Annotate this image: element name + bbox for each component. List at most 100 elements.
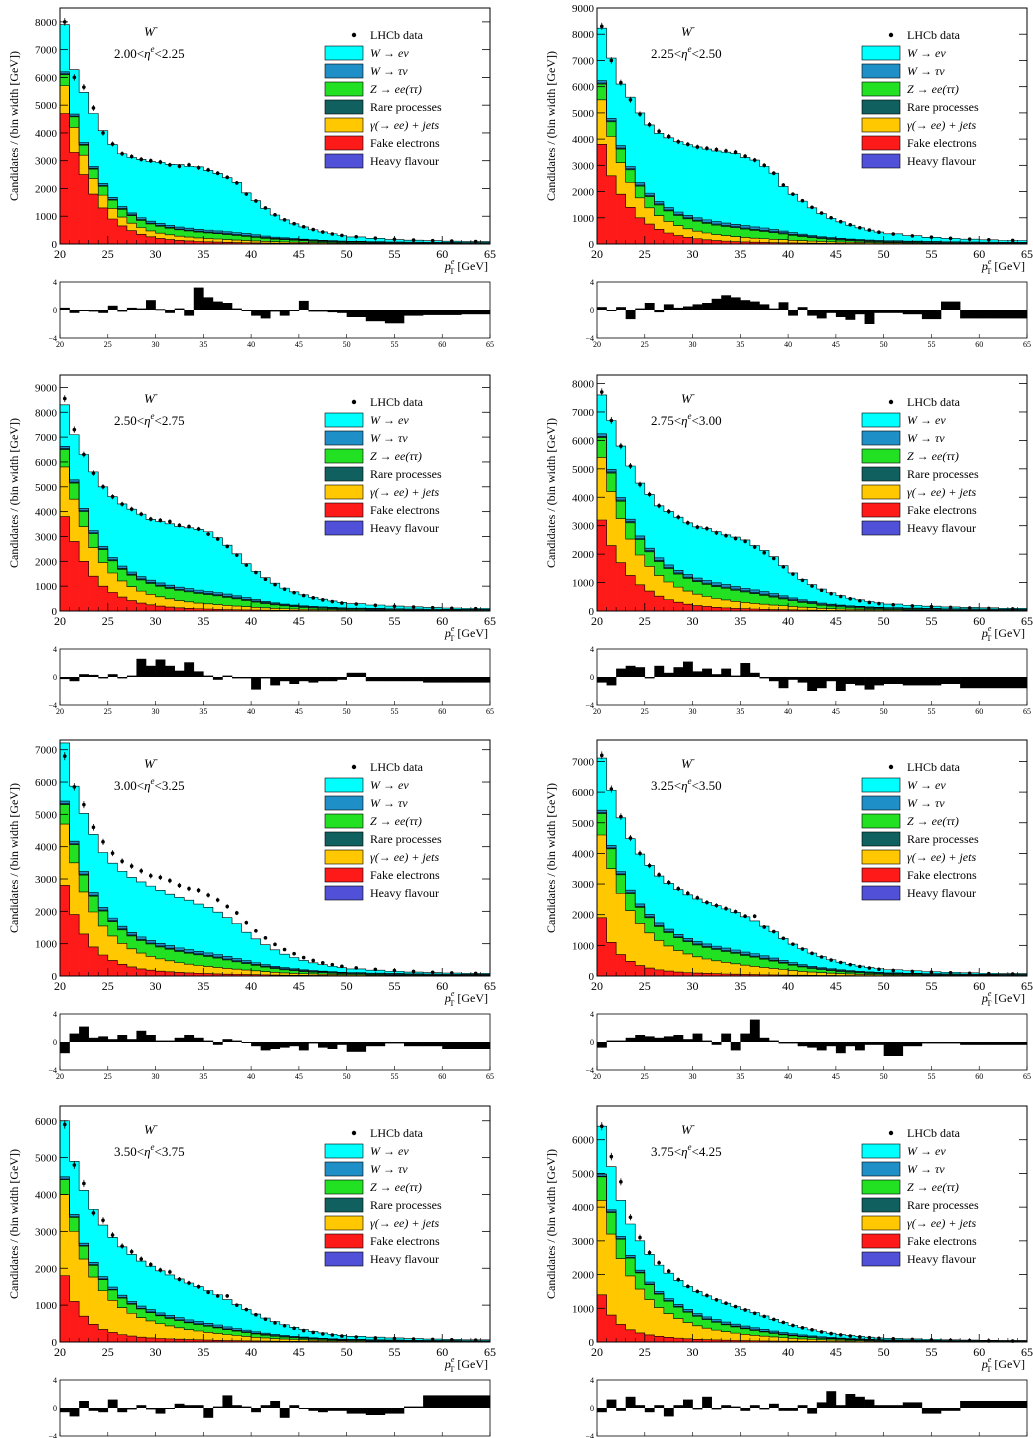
bar-fake (184, 240, 195, 244)
bar-gamma (88, 1277, 99, 1342)
bar-wenu (788, 194, 798, 244)
ratio-x-tick-label: 20 (56, 707, 64, 716)
bar-wenu (318, 964, 328, 976)
bar-gamma (232, 606, 242, 611)
ratio-bar (88, 1037, 99, 1042)
bar-fake (740, 608, 751, 611)
data-point (638, 112, 642, 116)
ratio-x-tick-label: 20 (56, 340, 64, 349)
bar-fake (711, 607, 722, 611)
ratio-bar (883, 1042, 904, 1056)
bar-wenu (279, 588, 290, 611)
legend-swatch (324, 1143, 364, 1159)
ratio-bar (241, 1406, 252, 1408)
data-point (781, 1320, 786, 1325)
bar-zee (241, 600, 252, 611)
bar-fake (88, 1324, 99, 1342)
bar-wenu (279, 954, 290, 976)
y-tick-label: 2000 (35, 183, 58, 195)
outline-gamma (597, 834, 1027, 977)
bar-gamma (193, 1331, 204, 1342)
data-point (877, 601, 881, 606)
x-tick-label: 35 (197, 614, 209, 628)
bar-fake (597, 1294, 607, 1342)
x-tick-label: 25 (639, 247, 651, 261)
ratio-bar (902, 1402, 923, 1408)
data-point (340, 1334, 344, 1338)
legend-entry-fake: Fake electrons (861, 502, 977, 518)
ratio-tick-label: 4 (590, 1010, 594, 1019)
x-tick-label: 30 (687, 979, 699, 993)
bar-wenu (107, 144, 118, 244)
legend-entry-fake: Fake electrons (324, 867, 440, 883)
legend-entry-data: LHCb data (888, 395, 961, 409)
legend-entry-rare: Rare processes (861, 99, 979, 115)
data-point (158, 160, 163, 164)
ratio-x-tick-label: 50 (880, 340, 888, 349)
outline-wtaunu (60, 800, 490, 975)
data-point (819, 211, 824, 215)
bar-wenu (337, 1335, 347, 1342)
bar-fake (88, 194, 99, 244)
bar-wenu (232, 182, 242, 244)
ratio-bar (212, 301, 223, 310)
bar-gamma (193, 965, 204, 976)
ratio-bar (921, 310, 942, 320)
bar-wenu (807, 207, 818, 244)
ratio-bar (711, 1042, 722, 1045)
y-axis-label: Candidates / (bin width [GeV]) (7, 1149, 21, 1299)
bar-wenu (298, 594, 309, 611)
legend-entry-hf: Heavy flavour (324, 1251, 439, 1267)
ratio-bar (807, 310, 818, 316)
data-point (129, 154, 134, 159)
data-point (273, 213, 277, 217)
bar-zee (788, 600, 798, 611)
data-point (666, 1269, 671, 1273)
bar-fake (759, 609, 770, 611)
data-point (244, 1307, 249, 1312)
bar-gamma (174, 1327, 185, 1342)
bar-fake (69, 914, 80, 976)
legend-swatch (861, 1251, 901, 1267)
bar-gamma (721, 599, 732, 611)
bar-fake (193, 973, 204, 976)
ratio-bar (606, 1399, 617, 1408)
data-point (762, 925, 767, 929)
bar-fake (673, 1338, 684, 1342)
x-tick-label: 50 (341, 979, 353, 993)
ratio-bar (960, 310, 980, 319)
ratio-bar (365, 1408, 386, 1415)
data-point (330, 962, 335, 967)
ratio-bar (212, 1406, 223, 1408)
bar-fake (69, 152, 80, 244)
bar-gamma (635, 554, 646, 611)
ratio-bar (730, 297, 741, 310)
legend-entry-wenu: W → eν (861, 45, 946, 61)
legend-swatch (324, 135, 364, 151)
bar-gamma (673, 1318, 684, 1342)
ratio-bar (807, 1408, 818, 1414)
data-point (676, 886, 681, 891)
data-point (148, 517, 153, 521)
ratio-bar (855, 677, 865, 686)
bar-wenu (126, 877, 137, 976)
ratio-bar (126, 307, 137, 310)
ratio-bar (864, 310, 875, 324)
bar-fake (88, 576, 99, 611)
bar-gamma (654, 1307, 665, 1342)
x-tick-label: 60 (436, 247, 448, 261)
legend-entry-wenu: W → eν (324, 777, 409, 793)
x-tick-label: 40 (245, 614, 257, 628)
legend-entry-hf: Heavy flavour (861, 520, 976, 536)
ratio-x-tick-label: 55 (390, 340, 398, 349)
ratio-bar (260, 310, 271, 319)
ratio-x-tick-label: 50 (880, 1072, 888, 1081)
ratio-bar (337, 310, 347, 313)
ratio-bar (232, 1405, 242, 1408)
ratio-bar (979, 677, 999, 689)
ratio-bar (740, 1408, 751, 1411)
bar-gamma (778, 605, 789, 611)
legend-label: W → eν (907, 1144, 946, 1158)
legend-label: Rare processes (370, 1198, 442, 1212)
data-point (685, 142, 690, 147)
